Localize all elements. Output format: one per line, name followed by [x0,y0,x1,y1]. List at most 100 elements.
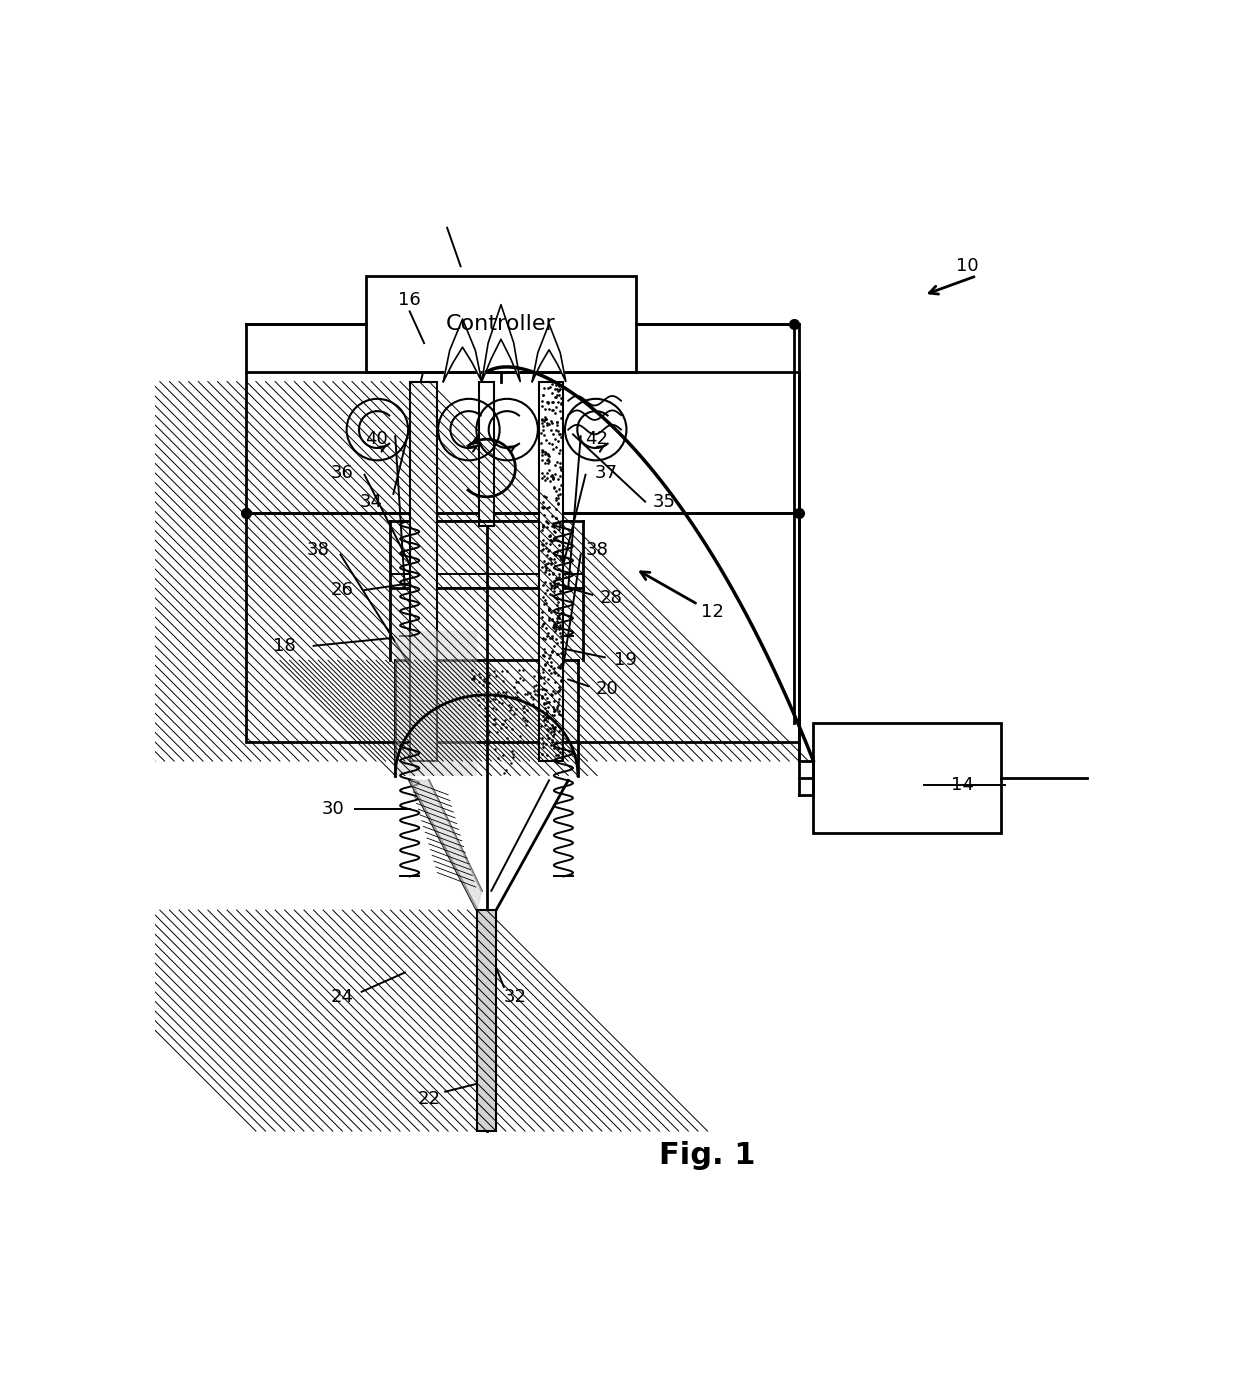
Point [543,716,563,738]
Point [547,632,567,655]
Point [532,616,552,638]
Point [534,464,554,486]
Point [537,497,557,520]
Point [548,744,568,766]
Point [533,534,553,556]
Point [542,418,562,440]
Point [536,442,556,464]
Point [537,532,557,554]
Point [548,573,568,595]
Point [549,483,569,506]
Point [546,662,565,684]
Point [542,584,562,606]
Point [538,443,558,465]
Point [551,514,570,536]
Point [538,706,558,729]
Point [551,652,570,674]
Point [543,726,563,748]
Point [548,642,568,664]
Point [536,705,556,727]
Point [548,694,568,716]
Point [551,474,570,496]
Point [547,507,567,529]
Point [543,423,563,446]
Point [536,553,556,575]
Point [537,467,557,489]
Point [542,577,562,599]
Point [533,514,553,536]
Point [548,492,568,514]
Point [534,702,554,724]
Point [546,373,565,396]
Text: 18: 18 [273,637,296,655]
Point [547,614,567,637]
Point [537,678,557,701]
Point [541,600,560,623]
Point [544,690,564,712]
Point [548,488,568,510]
Point [548,599,568,621]
Point [541,644,560,666]
Point [544,612,564,634]
Point [549,678,569,701]
Point [536,559,556,581]
Point [552,458,572,481]
Point [536,733,556,755]
Point [539,559,559,581]
Point [541,532,560,554]
Point [551,393,570,415]
Point [534,582,554,605]
Point [547,540,567,563]
Point [549,518,569,540]
Point [536,592,556,614]
Point [538,451,558,474]
Point [541,716,560,738]
Point [537,515,557,538]
Text: Controller: Controller [446,313,556,334]
Point [546,552,565,574]
Point [547,698,567,720]
Point [542,410,562,432]
Point [537,486,557,508]
Point [539,469,559,492]
Point [532,439,552,461]
Point [547,383,567,405]
Point [537,578,557,600]
Point [546,670,565,692]
Text: 32: 32 [503,988,527,1006]
Point [539,606,559,628]
Point [544,716,564,738]
Point [544,717,564,740]
Point [551,439,570,461]
Point [534,571,554,593]
Point [537,429,557,451]
Point [537,412,557,435]
Point [549,534,569,556]
Point [544,703,564,726]
Point [542,372,562,394]
Point [541,525,560,547]
Point [547,411,567,433]
Point [551,400,570,422]
Point [542,713,562,736]
Point [541,465,560,488]
Point [544,386,564,408]
Point [532,442,552,464]
Point [534,485,554,507]
Point [544,657,564,680]
Point [536,653,556,676]
Point [543,733,563,755]
Point [534,554,554,577]
Point [533,613,553,635]
Point [538,391,558,414]
Point [549,657,569,680]
Point [544,515,564,538]
Point [544,717,564,740]
Text: 24: 24 [331,988,353,1006]
Point [548,411,568,433]
Point [532,411,552,433]
Point [542,464,562,486]
Point [543,468,563,490]
Point [548,468,568,490]
Point [543,563,563,585]
